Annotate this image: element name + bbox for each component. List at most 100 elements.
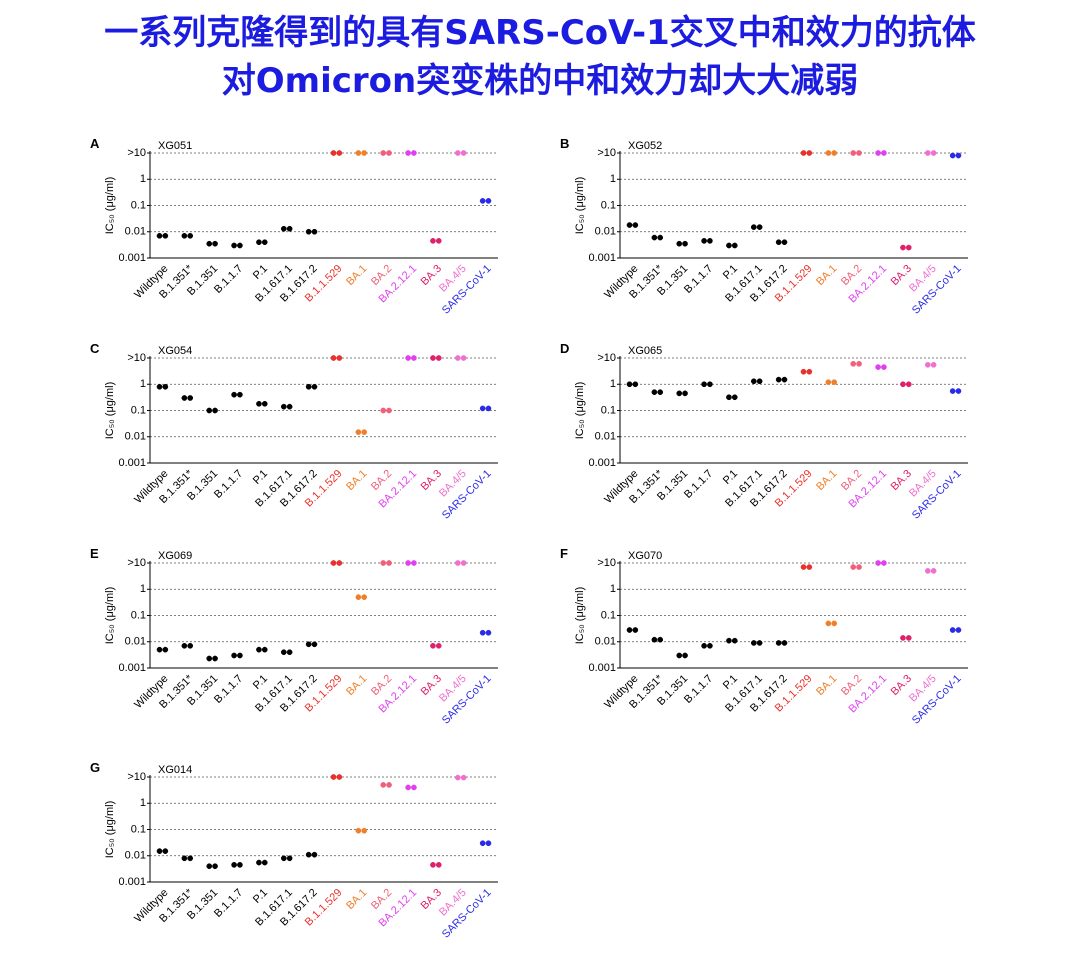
y-tick-label: 0.01: [125, 850, 146, 862]
y-tick-label: 0.001: [118, 876, 146, 888]
panel-letter: F: [560, 546, 568, 561]
dot-pair: [949, 627, 962, 633]
y-axis-label: IC₅₀ (μg/ml): [104, 801, 116, 859]
dot-pair: [626, 222, 639, 228]
y-tick-label: 1: [140, 173, 146, 185]
dot-pair: [305, 228, 318, 235]
dot-pair: [206, 407, 218, 414]
dot-pair: [479, 629, 492, 636]
y-tick-label: 1: [140, 378, 146, 390]
panel-name: XG070: [628, 550, 662, 562]
panel-letter: E: [90, 546, 99, 561]
y-tick-label: 0.001: [588, 457, 616, 469]
y-tick-label: 0.001: [118, 457, 146, 469]
dot-pair: [156, 848, 169, 854]
dot-pair: [875, 364, 887, 370]
dot-pair: [330, 560, 343, 566]
y-axis-label: IC₅₀ (μg/ml): [104, 382, 116, 440]
dot-pair: [825, 379, 838, 385]
dot-pair: [479, 198, 492, 204]
panel-name: XG051: [158, 140, 192, 152]
y-tick-label: 0.01: [125, 636, 146, 648]
dot-pair: [280, 855, 293, 862]
y-tick-label: 1: [610, 583, 616, 595]
dot-pair: [430, 862, 442, 868]
dot-pair: [206, 655, 218, 662]
dot-pair: [626, 627, 639, 633]
dot-pair: [405, 355, 417, 361]
dot-pair: [676, 652, 688, 659]
dot-pair: [825, 620, 838, 627]
dot-pair: [750, 378, 763, 385]
panel-name: XG054: [158, 345, 192, 357]
dot-pair: [280, 225, 293, 232]
panel-name: XG052: [628, 140, 662, 152]
dot-pair: [305, 641, 318, 648]
dot-pair: [454, 560, 467, 566]
y-tick-label: 0.1: [601, 404, 616, 416]
dot-pair: [800, 564, 813, 570]
dot-pair: [676, 390, 688, 397]
dot-pair: [924, 150, 937, 156]
dot-pair: [181, 855, 194, 862]
dot-pair: [380, 782, 392, 788]
y-tick-label: 0.1: [131, 609, 146, 621]
y-tick-label: 0.001: [588, 252, 616, 264]
dot-pair: [479, 405, 492, 412]
dot-pair: [231, 242, 243, 249]
dot-pair: [380, 407, 392, 414]
dot-pair: [800, 368, 813, 375]
dot-pair: [454, 774, 467, 781]
dot-pair: [380, 150, 392, 156]
dot-pair: [330, 774, 343, 780]
dot-pair: [651, 234, 664, 241]
dot-pair: [900, 635, 912, 641]
panel-name: XG069: [158, 550, 192, 562]
y-tick-label: 0.01: [595, 226, 616, 238]
y-axis-label: IC₅₀ (μg/ml): [104, 177, 116, 235]
dot-pair: [280, 403, 293, 410]
dot-pair: [775, 376, 788, 383]
dot-pair: [405, 150, 417, 156]
y-tick-label: 1: [610, 173, 616, 185]
y-tick-label: 0.1: [131, 404, 146, 416]
dot-pair: [825, 150, 838, 156]
y-axis-label: IC₅₀ (μg/ml): [574, 382, 586, 440]
dot-pair: [750, 224, 763, 230]
dot-pair: [280, 649, 293, 655]
y-axis-label: IC₅₀ (μg/ml): [104, 587, 116, 645]
dot-pair: [626, 381, 639, 388]
dot-pair: [900, 244, 912, 251]
dot-pair: [850, 150, 862, 156]
dot-pair: [676, 240, 688, 247]
y-tick-label: 0.1: [601, 199, 616, 211]
panel-letter: G: [90, 760, 100, 775]
y-tick-label: >10: [127, 771, 146, 783]
dot-pair: [726, 394, 738, 401]
dot-pair: [156, 646, 169, 653]
dot-pair: [750, 640, 763, 646]
dot-pair: [701, 238, 713, 244]
y-tick-label: 0.001: [118, 252, 146, 264]
y-tick-label: 0.001: [118, 662, 146, 674]
dot-pair: [924, 568, 937, 574]
y-tick-label: 1: [610, 378, 616, 390]
dot-pair: [256, 239, 268, 245]
dot-pair: [256, 401, 268, 407]
dot-pair: [651, 389, 664, 395]
dot-pair: [156, 384, 169, 390]
dot-pair: [181, 395, 194, 401]
dot-pair: [726, 242, 738, 249]
dot-pair: [949, 152, 962, 159]
dot-pair: [850, 361, 862, 367]
y-tick-label: >10: [597, 557, 616, 569]
panel-letter: C: [90, 341, 100, 356]
title-line: 对Omicron突变株的中和效力却大大减弱: [222, 61, 858, 101]
dot-pair: [305, 384, 318, 390]
dot-pair: [454, 355, 467, 361]
dot-pair: [206, 863, 218, 869]
dot-pair: [701, 381, 713, 388]
dot-pair: [800, 150, 813, 156]
y-tick-label: >10: [127, 557, 146, 569]
